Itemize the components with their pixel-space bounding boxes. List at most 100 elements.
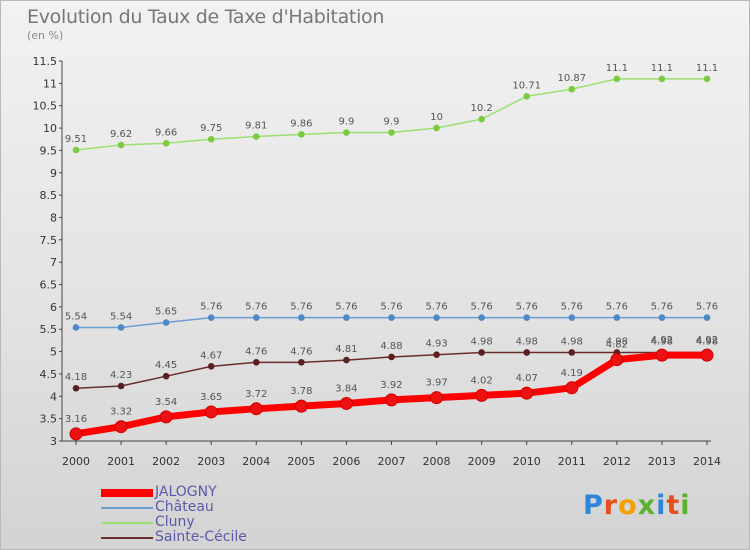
- legend-item: Cluny: [101, 514, 301, 531]
- y-tick-label: 3.5: [40, 413, 58, 426]
- data-point: [478, 349, 485, 356]
- data-point: [385, 393, 398, 407]
- data-point: [568, 85, 576, 93]
- data-point: [523, 93, 531, 100]
- logo-letter: r: [603, 490, 619, 521]
- x-tick-label: 2005: [287, 455, 315, 468]
- x-tick-label: 2001: [107, 455, 135, 468]
- proxiti-logo: Proxiti: [583, 490, 691, 521]
- logo-letter: o: [618, 490, 638, 521]
- data-point: [114, 420, 128, 434]
- data-label: 4.98: [696, 336, 718, 347]
- data-point: [433, 124, 440, 132]
- data-point: [339, 396, 353, 410]
- y-tick-label: 7.5: [40, 234, 58, 247]
- x-tick-label: 2014: [693, 455, 721, 468]
- data-label: 9.66: [155, 127, 177, 138]
- data-point: [72, 324, 80, 331]
- data-point: [658, 75, 666, 83]
- data-point: [343, 356, 350, 364]
- unit-label: (en %): [27, 29, 64, 42]
- data-point: [162, 139, 170, 147]
- data-point: [117, 324, 125, 331]
- data-point: [610, 353, 624, 367]
- logo-letter: x: [637, 490, 657, 521]
- data-point: [433, 314, 440, 321]
- data-label: 4.98: [471, 336, 493, 347]
- data-label: 4.98: [606, 336, 628, 347]
- legend-swatch: [101, 522, 153, 524]
- data-label: 5.76: [290, 302, 312, 313]
- data-point: [523, 349, 531, 356]
- data-label: 4.45: [155, 360, 177, 371]
- data-label: 4.23: [110, 370, 132, 381]
- y-tick-label: 4.5: [40, 368, 58, 381]
- data-label: 5.76: [606, 302, 628, 313]
- y-tick-label: 8: [50, 211, 57, 224]
- data-label: 4.02: [471, 375, 493, 386]
- legend-label: Sainte-Cécile: [155, 529, 247, 545]
- y-tick-label: 9.5: [40, 144, 58, 157]
- x-tick-label: 2011: [558, 455, 586, 468]
- data-label: 4.98: [651, 336, 673, 347]
- data-point: [298, 359, 305, 366]
- data-point: [520, 386, 534, 400]
- series-sainte-c-cile: 4.18 4.23 4.45 4.67 4.76 4.76 4.81 4.88 4.93 4.98…: [65, 336, 718, 392]
- data-point: [430, 391, 444, 405]
- data-point: [298, 314, 305, 321]
- data-label: 5.65: [155, 307, 177, 318]
- data-point: [388, 353, 395, 361]
- data-label: 3.54: [155, 397, 177, 408]
- data-point: [700, 348, 714, 362]
- data-label: 10.87: [557, 73, 586, 84]
- x-tick-label: 2009: [468, 455, 496, 468]
- data-label: 5.76: [471, 302, 493, 313]
- data-label: 4.19: [561, 368, 583, 379]
- data-label: 5.76: [380, 302, 402, 313]
- data-label: 4.98: [516, 336, 538, 347]
- series-line: [75, 78, 707, 151]
- x-tick-label: 2002: [152, 455, 180, 468]
- y-tick-label: 11.5: [33, 55, 58, 68]
- y-tick-label: 5: [50, 346, 57, 359]
- data-label: 5.54: [110, 311, 132, 322]
- x-tick-label: 2000: [62, 455, 90, 468]
- data-label: 3.72: [245, 389, 267, 400]
- legend-item: Sainte-Cécile: [101, 529, 301, 546]
- y-tick-label: 10: [43, 122, 57, 135]
- data-point: [159, 410, 173, 424]
- data-point: [388, 314, 395, 321]
- data-label: 3.65: [200, 392, 222, 403]
- data-label: 9.62: [110, 129, 132, 140]
- data-label: 9.51: [65, 134, 87, 145]
- data-label: 4.67: [200, 350, 222, 361]
- data-point: [568, 314, 576, 321]
- x-tick-label: 2004: [242, 455, 270, 468]
- data-point: [478, 115, 485, 123]
- data-point: [523, 314, 531, 321]
- data-point: [204, 405, 218, 419]
- data-point: [252, 314, 260, 321]
- legend-item: JALOGNY: [101, 484, 301, 501]
- data-label: 3.92: [380, 380, 402, 391]
- data-label: 5.76: [425, 302, 447, 313]
- data-point: [162, 319, 170, 326]
- x-tick-label: 2008: [423, 455, 451, 468]
- y-tick-label: 10.5: [33, 100, 58, 113]
- data-label: 4.07: [516, 373, 538, 384]
- y-tick-label: 11: [43, 77, 57, 90]
- data-label: 3.78: [290, 386, 312, 397]
- series-jalogny: 3.16 3.32 3.54 3.65 3.72 3.78 3.84 3.92 3.97 4.02…: [65, 335, 718, 441]
- data-point: [655, 348, 669, 362]
- data-point: [72, 146, 80, 154]
- data-label: 5.76: [200, 302, 222, 313]
- y-tick-label: 4: [50, 390, 57, 403]
- data-label: 3.84: [335, 383, 357, 394]
- data-label: 5.54: [65, 311, 87, 322]
- data-point: [343, 129, 350, 136]
- data-point: [117, 141, 125, 149]
- data-label: 4.93: [425, 339, 447, 350]
- legend-item: Château: [101, 499, 301, 516]
- data-point: [565, 381, 579, 395]
